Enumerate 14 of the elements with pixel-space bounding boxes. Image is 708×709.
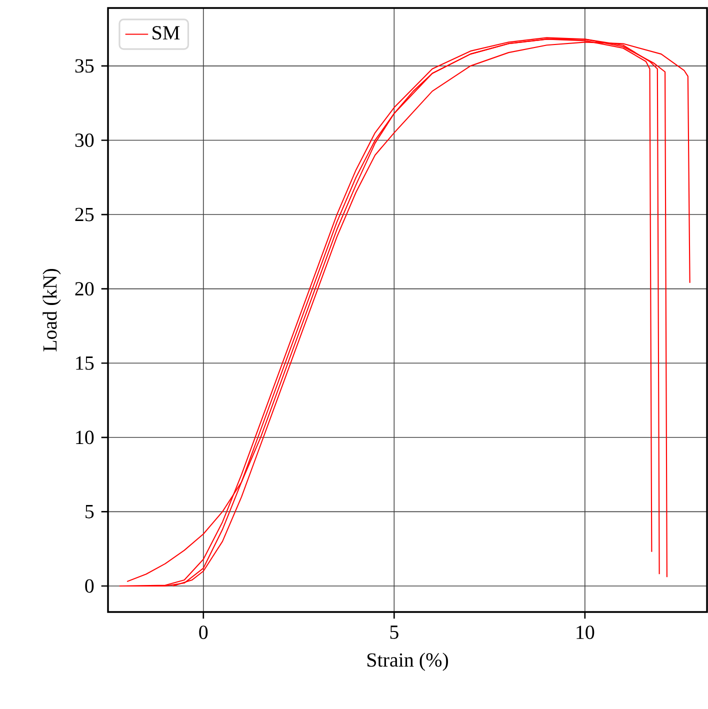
y-tick-label: 15 (76, 356, 94, 370)
legend-label: SM (152, 26, 180, 40)
y-tick-label: 25 (75, 208, 94, 222)
x-tick-label: 10 (576, 626, 594, 640)
y-tick-label: 30 (75, 133, 94, 147)
x-tick-label: 5 (390, 626, 398, 639)
y-tick-label: 35 (75, 59, 94, 73)
y-tick-label: 20 (75, 282, 94, 296)
y-tick-label: 0 (85, 579, 94, 593)
x-tick-label: 0 (199, 626, 208, 640)
y-tick-label: 5 (86, 505, 94, 518)
x-axis-title: Strain (%) (367, 652, 448, 671)
y-tick-label: 10 (76, 430, 94, 444)
y-axis-title: Load (kN) (42, 268, 61, 352)
